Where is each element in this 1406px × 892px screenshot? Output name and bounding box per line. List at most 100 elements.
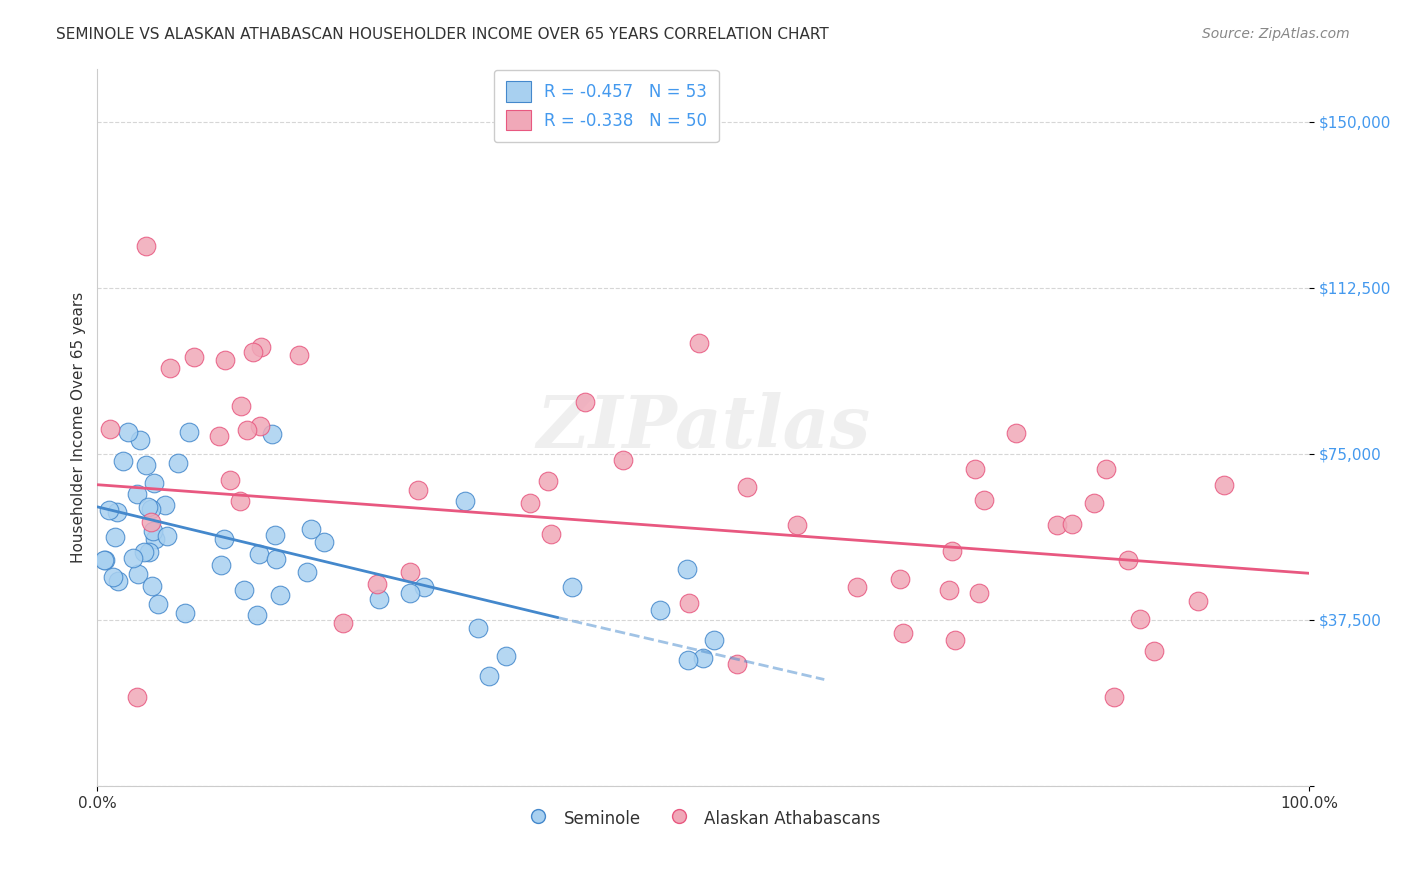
Point	[725, 657, 748, 671]
Point	[269, 589, 291, 603]
Point	[247, 547, 270, 561]
Point	[692, 651, 714, 665]
Point	[139, 501, 162, 516]
Point	[1129, 612, 1152, 626]
Point	[208, 429, 231, 443]
Point	[250, 340, 273, 354]
Point	[786, 517, 808, 532]
Point	[143, 533, 166, 547]
Point	[143, 476, 166, 491]
Point	[574, 394, 596, 409]
Point	[1046, 517, 1069, 532]
Point	[125, 487, 148, 501]
Point	[612, 452, 634, 467]
Point	[93, 553, 115, 567]
Point	[128, 434, 150, 448]
Point	[1004, 425, 1026, 440]
Point	[246, 608, 269, 623]
Point	[228, 494, 250, 508]
Point	[179, 425, 201, 439]
Point	[111, 454, 134, 468]
Point	[314, 534, 336, 549]
Point	[398, 586, 420, 600]
Point	[104, 530, 127, 544]
Point	[235, 423, 257, 437]
Point	[938, 582, 960, 597]
Point	[156, 529, 179, 543]
Point	[406, 483, 429, 497]
Point	[135, 238, 157, 252]
Point	[943, 632, 966, 647]
Point	[134, 545, 156, 559]
Text: Source: ZipAtlas.com: Source: ZipAtlas.com	[1202, 27, 1350, 41]
Point	[264, 551, 287, 566]
Point	[295, 566, 318, 580]
Point	[107, 574, 129, 589]
Point	[941, 544, 963, 558]
Point	[218, 474, 240, 488]
Point	[1083, 495, 1105, 509]
Point	[260, 426, 283, 441]
Point	[232, 583, 254, 598]
Point	[288, 347, 311, 361]
Point	[117, 425, 139, 439]
Point	[963, 462, 986, 476]
Point	[519, 495, 541, 509]
Point	[209, 558, 232, 573]
Point	[1060, 516, 1083, 531]
Point	[183, 350, 205, 364]
Point	[98, 422, 121, 436]
Point	[141, 578, 163, 592]
Point	[1102, 690, 1125, 705]
Point	[973, 493, 995, 508]
Point	[121, 551, 143, 566]
Point	[398, 566, 420, 580]
Point	[845, 581, 868, 595]
Point	[212, 533, 235, 547]
Point	[94, 552, 117, 566]
Point	[561, 580, 583, 594]
Point	[703, 633, 725, 648]
Point	[242, 344, 264, 359]
Point	[263, 528, 285, 542]
Point	[167, 456, 190, 470]
Point	[1116, 553, 1139, 567]
Point	[735, 480, 758, 494]
Point	[891, 625, 914, 640]
Point	[1095, 461, 1118, 475]
Point	[889, 572, 911, 586]
Point	[98, 502, 121, 516]
Point	[540, 526, 562, 541]
Point	[299, 522, 322, 536]
Point	[159, 360, 181, 375]
Point	[536, 475, 558, 489]
Point	[101, 570, 124, 584]
Point	[153, 498, 176, 512]
Point	[454, 494, 477, 508]
Point	[648, 603, 671, 617]
Point	[368, 592, 391, 607]
Point	[366, 576, 388, 591]
Point	[127, 567, 149, 582]
Point	[141, 515, 163, 529]
Point	[135, 458, 157, 472]
Point	[105, 505, 128, 519]
Y-axis label: Householder Income Over 65 years: Householder Income Over 65 years	[72, 292, 86, 563]
Point	[1187, 594, 1209, 608]
Point	[478, 669, 501, 683]
Point	[967, 586, 990, 600]
Text: SEMINOLE VS ALASKAN ATHABASCAN HOUSEHOLDER INCOME OVER 65 YEARS CORRELATION CHAR: SEMINOLE VS ALASKAN ATHABASCAN HOUSEHOLD…	[56, 27, 830, 42]
Point	[413, 581, 436, 595]
Point	[214, 352, 236, 367]
Point	[332, 616, 354, 631]
Point	[146, 597, 169, 611]
Point	[678, 596, 700, 610]
Point	[127, 690, 149, 705]
Point	[1142, 644, 1164, 658]
Point	[138, 544, 160, 558]
Point	[136, 500, 159, 514]
Legend: Seminole, Alaskan Athabascans: Seminole, Alaskan Athabascans	[519, 801, 887, 835]
Point	[1213, 478, 1236, 492]
Point	[676, 562, 699, 576]
Point	[174, 606, 197, 620]
